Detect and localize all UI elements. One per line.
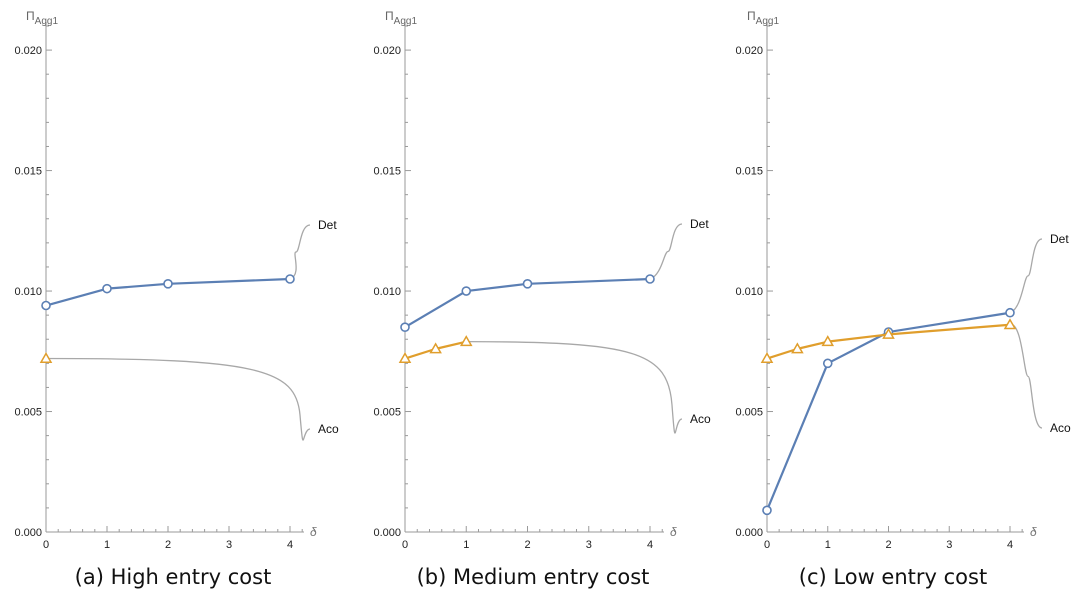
panel-caption: (c) Low entry cost [799,565,987,589]
y-tick-label: 0.015 [735,166,763,178]
y-tick-label: 0.000 [14,527,42,539]
x-tick-label: 0 [764,539,770,551]
data-point-det [645,274,655,284]
data-point-aco [821,335,835,347]
data-point-det [400,322,410,332]
data-point-det [522,279,533,289]
data-point-aco [39,352,53,364]
data-point-aco [791,342,804,354]
y-tick-label: 0.005 [735,407,763,419]
y-tick-label: 0.020 [373,45,401,57]
chart-panel-3: 0.000 0.005 0.010 0.015 0.020 0 1 2 3 4 ΠAgg1 δ Det A… [735,9,1071,589]
x-axis-label: δ [1030,525,1037,539]
data-point-det [163,279,173,289]
y-tick-label: 0.010 [735,286,763,298]
x-tick-label: 2 [524,539,530,551]
data-point-aco [1003,318,1017,330]
panel-caption: (b) Medium entry cost [417,565,650,589]
y-tick-label: 0.015 [14,166,42,178]
x-tick-label: 0 [43,539,49,551]
chart-panel-2: 0.000 0.005 0.010 0.015 0.020 0 1 2 3 4 ΠAgg1 δ Det A… [373,9,711,589]
data-point-det [822,358,833,369]
x-axis-label: δ [670,525,677,539]
x-tick-label: 4 [287,539,293,551]
y-axis-label: ΠAgg1 [26,9,58,27]
y-tick-label: 0.010 [14,286,42,298]
y-tick-label: 0.000 [373,527,401,539]
data-point-aco [429,342,442,354]
data-point-aco [882,327,895,339]
y-axis-label: ΠAgg1 [385,9,417,27]
panel-caption: (a) High entry cost [75,565,272,589]
data-point-det [762,505,772,516]
x-tick-label: 3 [586,539,592,551]
x-axis-label: δ [310,525,317,539]
data-point-det [102,283,112,294]
data-point-aco [459,335,473,347]
y-tick-label: 0.020 [14,45,42,57]
series-label-aco: Aco [318,422,339,436]
data-point-aco [760,352,774,364]
y-tick-label: 0.015 [373,166,401,178]
y-axis-label: ΠAgg1 [747,9,779,27]
chart-panel-1: 0.000 0.005 0.010 0.015 0.020 0 1 2 3 4 ΠAgg1 δ Det A… [14,9,339,589]
series-label-det: Det [318,218,337,232]
callout-aco [45,357,311,441]
x-tick-label: 4 [1007,539,1013,551]
y-tick-label: 0.000 [735,527,763,539]
x-tick-label: 1 [825,539,831,551]
series-label-aco: Aco [690,412,711,426]
x-tick-label: 4 [647,539,653,551]
series-label-det: Det [1050,232,1069,246]
x-tick-label: 1 [463,539,469,551]
callout-aco [466,340,683,434]
series-line-det [404,277,651,329]
x-tick-label: 1 [104,539,110,551]
x-tick-label: 2 [165,539,171,551]
callout-det [649,223,683,280]
data-point-aco [398,352,412,364]
y-tick-label: 0.020 [735,45,763,57]
y-tick-label: 0.005 [373,407,401,419]
callout-det [289,224,311,280]
x-tick-label: 0 [402,539,408,551]
callout-aco [1009,324,1043,429]
x-tick-label: 3 [946,539,952,551]
data-point-det [285,274,295,284]
series-line-det [765,311,1011,511]
x-tick-label: 2 [885,539,891,551]
series-line-det [45,277,291,307]
series-label-det: Det [690,217,709,231]
data-point-det [461,286,472,296]
x-tick-label: 3 [226,539,232,551]
data-point-det [41,300,51,311]
y-tick-label: 0.005 [14,407,42,419]
series-label-aco: Aco [1050,421,1071,435]
callout-det [1009,238,1043,314]
y-tick-label: 0.010 [373,286,401,298]
data-point-det [1005,307,1015,318]
